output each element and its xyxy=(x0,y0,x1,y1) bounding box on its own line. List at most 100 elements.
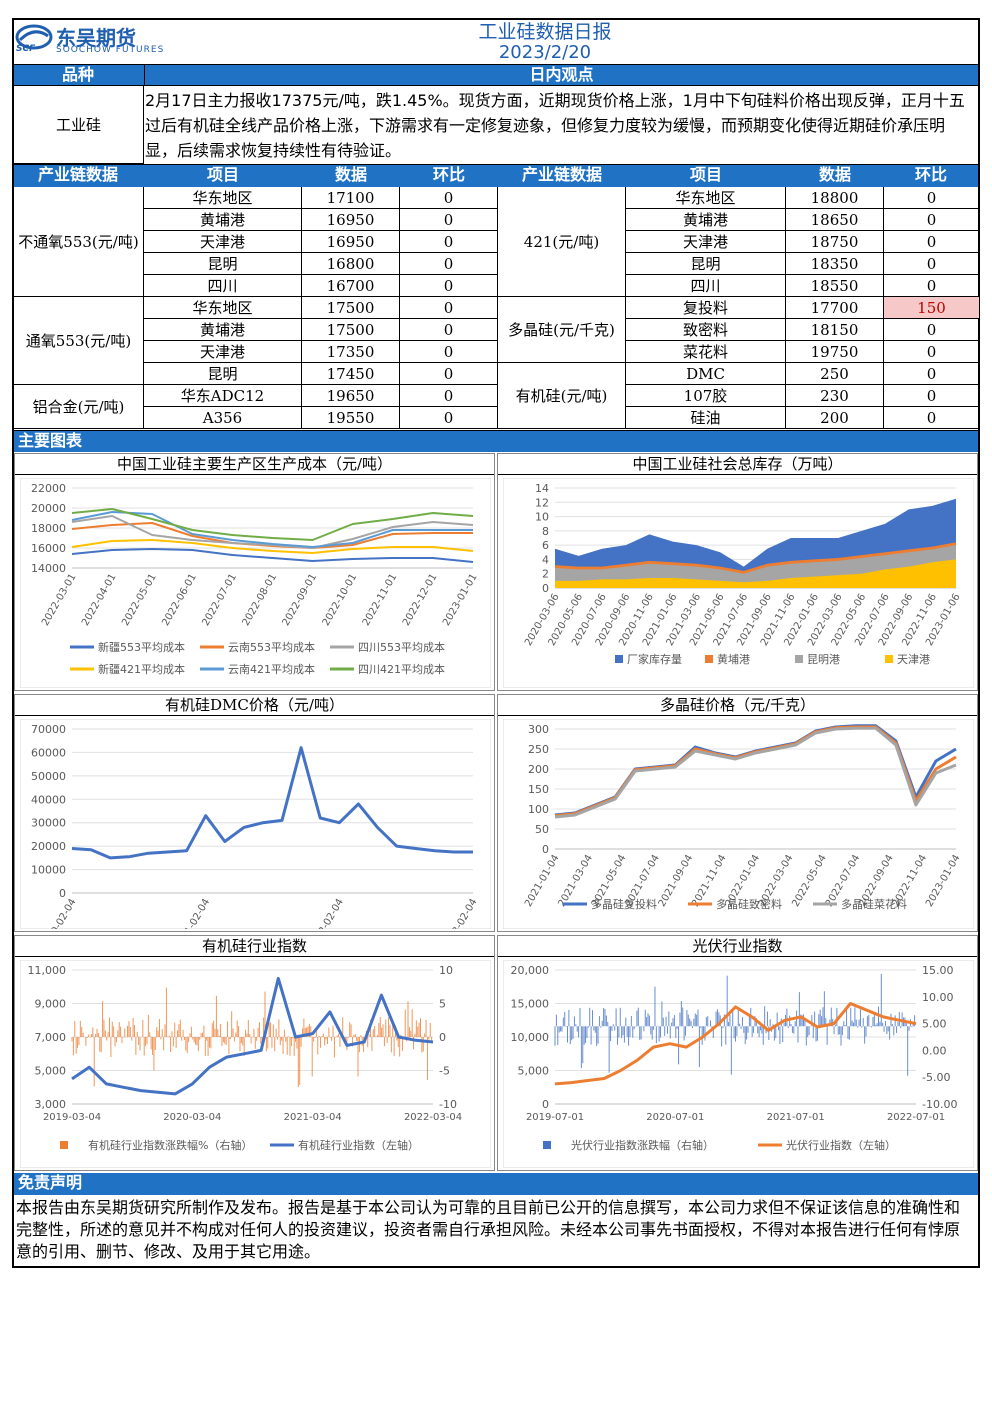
y-tick-label: 200 xyxy=(528,763,549,776)
y-tick-label: 6 xyxy=(542,539,549,552)
report-title: 工业硅数据日报 xyxy=(478,21,612,43)
y2-tick-label: 10.00 xyxy=(922,991,954,1004)
right-change: 0 xyxy=(884,385,980,407)
right-value: 250 xyxy=(786,363,884,385)
chart-panel: 中国工业硅社会总库存（万吨） 14 12 10 8 6 4 2 0 2020-03-06 2020-… xyxy=(497,453,978,691)
legend-label: 多晶硅致密料 xyxy=(716,897,782,911)
left-value: 17100 xyxy=(302,187,400,209)
y-tick-label: 15,000 xyxy=(511,998,550,1011)
y-tick-label: 30000 xyxy=(31,817,66,830)
right-change: 0 xyxy=(884,407,980,429)
right-group-name: 有机硅(元/吨) xyxy=(498,363,626,429)
charts-section-title: 主要图表 xyxy=(14,430,978,452)
right-item: 107胶 xyxy=(626,385,786,407)
legend-label: 光伏行业指数涨跌幅（右轴） xyxy=(571,1138,714,1152)
left-item: 天津港 xyxy=(144,231,302,253)
left-group-name: 通氧553(元/吨) xyxy=(14,297,144,385)
legend-label: 云南553平均成本 xyxy=(228,640,315,654)
chart-panel: 多晶硅价格（元/千克） 300 250 200 150 100 50 0 2021-01-04 2… xyxy=(497,694,978,932)
left-change: 0 xyxy=(400,187,498,209)
right-group-name: 421(元/吨) xyxy=(498,187,626,297)
chart-svg: 3002502001501005002021-01-042021-03-0420… xyxy=(503,719,974,929)
left-change: 0 xyxy=(400,385,498,407)
y-tick-label: 40000 xyxy=(31,793,66,806)
left-value: 17500 xyxy=(302,297,400,319)
y-tick-label: 20000 xyxy=(31,502,66,515)
left-change: 0 xyxy=(400,319,498,341)
y-tick-label: 10000 xyxy=(31,864,66,877)
chart-title: 光伏行业指数 xyxy=(498,936,977,957)
left-item: 天津港 xyxy=(144,341,302,363)
right-change: 0 xyxy=(884,187,980,209)
left-value: 17500 xyxy=(302,319,400,341)
left-value: 19650 xyxy=(302,385,400,407)
chart-svg: 7000060000500004000030000200001000002020… xyxy=(20,719,491,929)
left-item: 华东地区 xyxy=(144,297,302,319)
y2-tick-label: 15.00 xyxy=(922,964,954,977)
right-change: 0 xyxy=(884,319,980,341)
left-value: 16950 xyxy=(302,231,400,253)
y2-tick-label: 0 xyxy=(439,1031,446,1044)
left-value: 16800 xyxy=(302,253,400,275)
chart-svg: 11,000 9,000 7,000 5,000 3,000 10 5 0 -5 -10 2019-… xyxy=(20,960,491,1168)
line-series xyxy=(71,548,474,563)
left-change: 0 xyxy=(400,231,498,253)
y-tick-label: 300 xyxy=(528,723,549,736)
right-value: 18350 xyxy=(786,253,884,275)
line-series xyxy=(71,746,473,860)
right-value: 18800 xyxy=(786,187,884,209)
chart-title: 有机硅DMC价格（元/吨） xyxy=(15,695,494,716)
x-tick-label: 2021-07-01 xyxy=(767,1112,825,1123)
left-item: 黄埔港 xyxy=(144,319,302,341)
right-value: 200 xyxy=(786,407,884,429)
y2-tick-label: -10 xyxy=(439,1098,457,1111)
legend-label: 多晶硅菜花料 xyxy=(841,897,907,911)
chain-header-value-left: 数据 xyxy=(334,165,367,184)
legend-marker xyxy=(60,1141,68,1149)
left-item: 华东ADC12 xyxy=(144,385,302,407)
y-tick-label: 2 xyxy=(542,568,549,581)
chain-header-left: 产业链数据 xyxy=(37,165,118,184)
x-tick-label: 2019-07-01 xyxy=(526,1112,584,1123)
chart-panel: 中国工业硅主要生产区生产成本（元/吨） 22000 20000 18000 16000 1… xyxy=(14,453,495,691)
left-item: 四川 xyxy=(144,275,302,297)
y-tick-label: 8 xyxy=(542,525,549,538)
chain-header-item-right: 项目 xyxy=(689,165,722,184)
right-value: 19750 xyxy=(786,341,884,363)
y-tick-label: 0 xyxy=(542,843,549,856)
logo: SCF 东吴期货 SOOCHOW FUTURES xyxy=(14,22,194,58)
y2-tick-label: 5.00 xyxy=(922,1018,947,1031)
y-tick-label: 5,000 xyxy=(518,1065,550,1078)
legend-marker xyxy=(615,655,623,663)
legend-label: 四川421平均成本 xyxy=(358,662,445,676)
x-tick-label: 2021-03-04 xyxy=(284,1112,342,1123)
right-value: 18750 xyxy=(786,231,884,253)
legend-marker xyxy=(705,655,713,663)
line-series xyxy=(554,726,957,819)
left-change: 0 xyxy=(400,209,498,231)
left-item: 华东地区 xyxy=(144,187,302,209)
right-item: 昆明 xyxy=(626,253,786,275)
chart-panel: 有机硅行业指数 11,000 9,000 7,000 5,000 3,000 10 5 0 -5 -… xyxy=(14,935,495,1171)
right-change: 0 xyxy=(884,275,980,297)
y-tick-label: 10 xyxy=(535,511,549,524)
legend-label: 有机硅行业指数（左轴） xyxy=(298,1138,419,1152)
left-value: 19550 xyxy=(302,407,400,429)
divider xyxy=(14,164,978,165)
left-change: 0 xyxy=(400,275,498,297)
chain-header-change-left: 环比 xyxy=(432,165,465,184)
x-tick-label: 2019-03-04 xyxy=(43,1112,101,1123)
legend-label: 天津港 xyxy=(897,653,930,666)
left-item: 昆明 xyxy=(144,363,302,385)
legend-marker xyxy=(885,655,893,663)
legend-label: 昆明港 xyxy=(807,653,840,666)
chain-header-value-right: 数据 xyxy=(818,165,851,184)
right-value: 230 xyxy=(786,385,884,407)
x-tick-label: 2020-07-01 xyxy=(646,1112,704,1123)
chain-header-change-right: 环比 xyxy=(914,165,947,184)
right-value: 17700 xyxy=(786,297,884,319)
report-date: 2023/2/20 xyxy=(498,42,592,63)
right-item: 天津港 xyxy=(626,231,786,253)
x-tick-label: 2022-03-04 xyxy=(404,1112,462,1123)
logo-mark-text: SCF xyxy=(16,44,36,54)
